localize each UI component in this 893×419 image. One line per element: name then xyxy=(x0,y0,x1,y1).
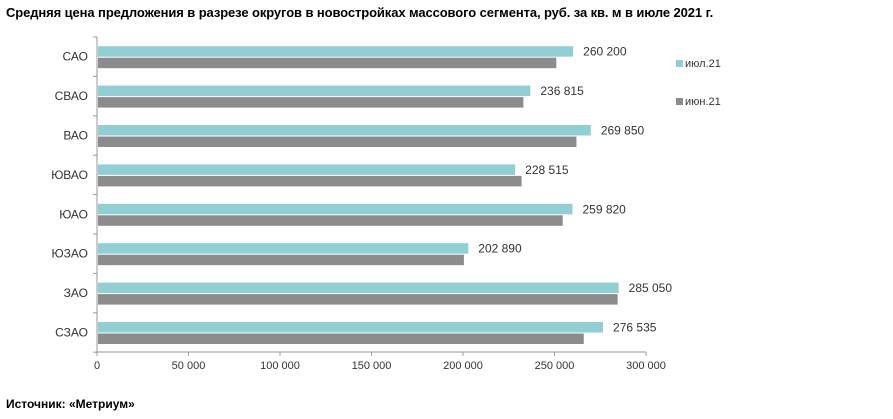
x-tick-label: 100 000 xyxy=(260,360,300,372)
category-label: СЗАО xyxy=(55,326,88,340)
x-tick-label: 200 000 xyxy=(443,360,483,372)
bar-jun xyxy=(98,333,584,344)
legend-swatch xyxy=(676,60,683,67)
bar-jul xyxy=(98,203,573,215)
bar-jul xyxy=(98,85,531,97)
x-tick-label: 300 000 xyxy=(626,360,666,372)
bar-jun xyxy=(98,294,618,305)
x-tick-label: 50 000 xyxy=(172,360,206,372)
bar-jun xyxy=(98,97,524,108)
bar-jul xyxy=(98,322,604,333)
x-tick-label: 250 000 xyxy=(535,360,575,372)
chart-title: Средняя цена предложения в разрезе округ… xyxy=(6,5,714,20)
legend-label: июн.21 xyxy=(685,96,721,108)
bar-jun xyxy=(98,57,557,69)
bar-jul xyxy=(98,282,619,294)
category-label: САО xyxy=(63,50,88,64)
category-label: СВАО xyxy=(55,89,88,103)
data-label: 202 890 xyxy=(478,242,522,256)
category-label: ЗАО xyxy=(64,286,88,300)
bar-jul xyxy=(98,243,469,254)
bar-jul xyxy=(98,164,516,175)
bar-jun xyxy=(98,254,464,266)
category-label: ЮАО xyxy=(59,207,88,221)
bar-jun xyxy=(98,215,563,226)
x-tick-label: 150 000 xyxy=(352,360,392,372)
bar-jun xyxy=(98,175,522,187)
data-label: 276 535 xyxy=(613,321,657,335)
x-tick-label: 0 xyxy=(94,360,100,372)
data-label: 260 200 xyxy=(583,45,627,59)
bar-jun xyxy=(98,136,577,147)
data-label: 236 815 xyxy=(540,84,584,98)
data-label: 259 820 xyxy=(582,202,626,216)
category-label: ЮЗАО xyxy=(52,247,88,261)
category-label: ВАО xyxy=(63,129,88,143)
bar-jul xyxy=(98,46,574,57)
category-label: ЮВАО xyxy=(51,168,88,182)
data-label: 269 850 xyxy=(601,124,645,138)
source-note: Источник: «Метриум» xyxy=(6,397,135,411)
legend-swatch xyxy=(676,98,683,105)
bar-jul xyxy=(98,125,591,136)
data-label: 285 050 xyxy=(629,281,673,295)
legend-label: июл.21 xyxy=(685,58,721,70)
data-label: 228 515 xyxy=(525,163,569,177)
